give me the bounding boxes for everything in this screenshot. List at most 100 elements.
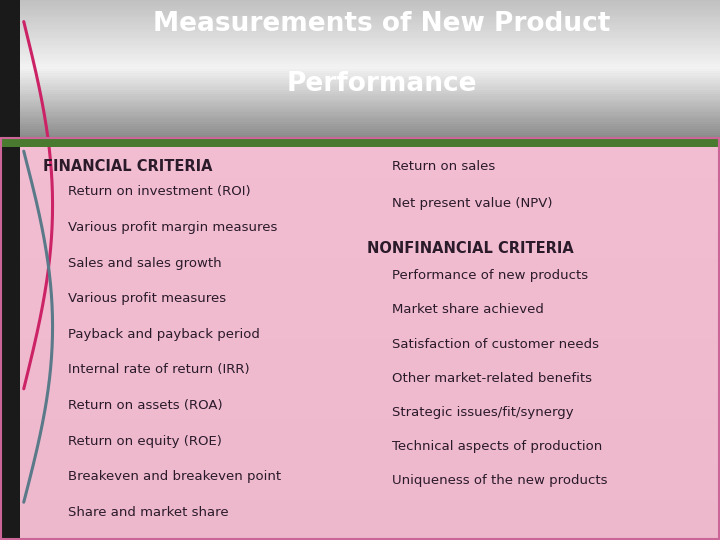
Text: Share and market share: Share and market share	[68, 506, 229, 519]
Bar	[0, 64, 720, 66]
Bar	[0, 108, 720, 110]
Bar	[0, 23, 720, 25]
Bar	[0, 44, 720, 46]
Text: Return on investment (ROI): Return on investment (ROI)	[68, 185, 251, 198]
Bar	[0, 39, 720, 42]
Bar	[0, 106, 720, 108]
Bar	[0, 349, 720, 359]
Bar	[0, 42, 720, 44]
Bar	[0, 60, 720, 62]
Bar	[0, 490, 720, 500]
Bar	[0, 188, 720, 198]
Bar	[0, 110, 720, 112]
Bar	[0, 48, 720, 51]
Bar	[0, 126, 720, 129]
Bar	[0, 21, 720, 23]
Bar	[0, 480, 720, 490]
Bar	[0, 419, 720, 429]
Bar	[0, 87, 720, 90]
Bar	[0, 7, 720, 9]
Bar	[0, 238, 720, 248]
Bar	[0, 57, 720, 60]
Text: Market share achieved: Market share achieved	[392, 303, 544, 316]
Bar	[0, 2, 720, 4]
Bar	[0, 124, 720, 126]
Bar	[0, 103, 720, 106]
Text: Technical aspects of production: Technical aspects of production	[392, 440, 603, 453]
Bar	[0, 18, 720, 21]
Bar	[0, 530, 720, 540]
Text: Uniqueness of the new products: Uniqueness of the new products	[392, 474, 608, 487]
Bar	[0, 299, 720, 309]
Bar	[0, 37, 720, 39]
Bar	[0, 0, 20, 540]
Bar	[0, 115, 720, 117]
Bar	[0, 55, 720, 57]
Bar	[0, 94, 720, 96]
Text: Various profit margin measures: Various profit margin measures	[68, 221, 278, 234]
Bar	[0, 319, 720, 329]
Text: Measurements of New Product: Measurements of New Product	[153, 11, 611, 37]
Bar	[0, 32, 720, 35]
Bar	[0, 11, 720, 14]
Bar	[0, 409, 720, 419]
Bar	[0, 369, 720, 379]
Text: Payback and payback period: Payback and payback period	[68, 328, 260, 341]
Text: Other market-related benefits: Other market-related benefits	[392, 372, 593, 384]
Bar	[0, 62, 720, 64]
Bar	[0, 389, 720, 399]
Bar	[0, 92, 720, 94]
Text: Strategic issues/fit/synergy: Strategic issues/fit/synergy	[392, 406, 574, 419]
Bar	[0, 99, 720, 101]
Bar	[0, 85, 720, 87]
Bar	[0, 429, 720, 440]
Text: Satisfaction of customer needs: Satisfaction of customer needs	[392, 338, 600, 350]
Bar	[0, 510, 720, 520]
Bar	[0, 101, 720, 103]
Bar	[0, 112, 720, 115]
Bar	[0, 131, 720, 133]
Text: Various profit measures: Various profit measures	[68, 292, 227, 305]
Bar	[0, 168, 720, 178]
Bar	[0, 520, 720, 530]
Bar	[0, 158, 720, 168]
Bar	[0, 198, 720, 208]
Bar	[0, 136, 720, 138]
Bar	[0, 218, 720, 228]
Text: Return on assets (ROA): Return on assets (ROA)	[68, 399, 223, 412]
Text: FINANCIAL CRITERIA: FINANCIAL CRITERIA	[43, 159, 212, 174]
Bar	[0, 288, 720, 299]
Bar	[0, 339, 720, 349]
Bar	[0, 119, 720, 122]
Bar	[0, 500, 720, 510]
Text: Performance of new products: Performance of new products	[392, 269, 588, 282]
Bar	[0, 97, 720, 99]
Bar	[0, 53, 720, 55]
Bar	[0, 80, 720, 83]
Bar	[0, 379, 720, 389]
Bar	[0, 66, 720, 69]
Bar	[0, 138, 720, 148]
Bar	[0, 69, 720, 71]
Bar	[0, 90, 720, 92]
Bar	[0, 399, 720, 409]
Bar	[0, 440, 720, 449]
Bar	[0, 71, 720, 73]
Bar	[0, 0, 720, 2]
Bar	[0, 258, 720, 268]
Text: Breakeven and breakeven point: Breakeven and breakeven point	[68, 470, 282, 483]
Bar	[0, 178, 720, 188]
Bar	[0, 78, 720, 80]
Bar	[0, 30, 720, 32]
Bar	[0, 73, 720, 76]
Text: Return on sales: Return on sales	[392, 160, 495, 173]
Text: Sales and sales growth: Sales and sales growth	[68, 256, 222, 269]
Bar	[0, 248, 720, 259]
Bar	[0, 470, 720, 480]
Text: NONFINANCIAL CRITERIA: NONFINANCIAL CRITERIA	[367, 241, 574, 256]
Bar	[0, 133, 720, 136]
Bar	[0, 449, 720, 460]
Bar	[0, 5, 720, 7]
Bar	[0, 9, 720, 11]
Text: Return on equity (ROE): Return on equity (ROE)	[68, 435, 222, 448]
